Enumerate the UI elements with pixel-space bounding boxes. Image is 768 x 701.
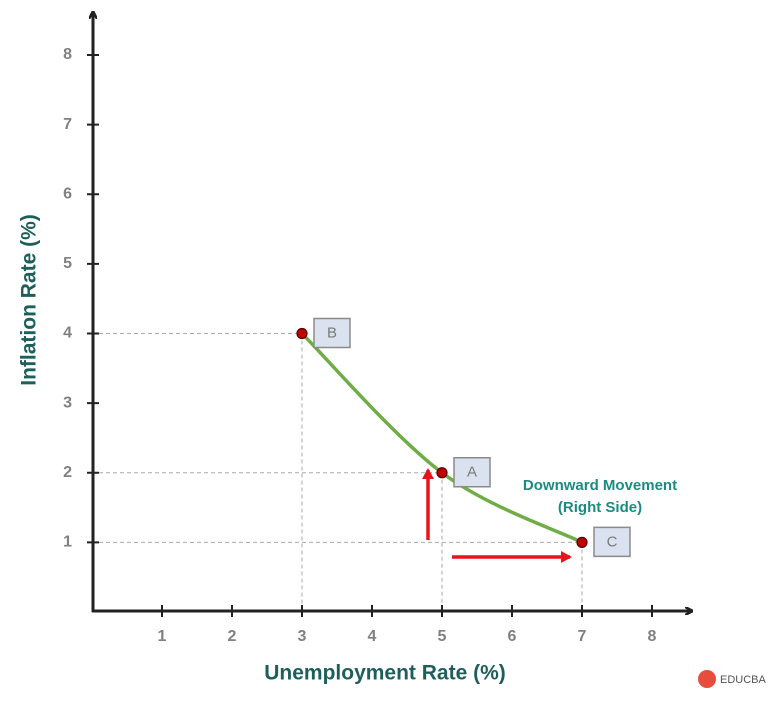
point-label: C	[607, 533, 618, 550]
x-tick-label: 6	[508, 628, 517, 645]
guide-line	[92, 541, 583, 612]
x-tick-label: 3	[298, 628, 307, 645]
label-box	[453, 457, 491, 488]
y-tick-label: 6	[63, 185, 72, 202]
watermark: EDUCBA	[720, 674, 767, 686]
x-tick-label: 1	[158, 628, 167, 645]
y-axis-title: Inflation Rate (%)	[18, 214, 41, 386]
point	[576, 536, 588, 548]
y-tick-label: 4	[63, 325, 72, 342]
y-tick-label: 2	[63, 464, 72, 481]
y-tick-label: 3	[63, 394, 72, 411]
point-label: B	[327, 324, 337, 341]
annotation: Downward Movement	[523, 477, 677, 494]
label-box	[593, 526, 631, 558]
point	[436, 467, 448, 479]
y-tick-label: 8	[63, 46, 72, 63]
y-tick-label: 5	[63, 255, 72, 272]
x-tick-label: 2	[228, 628, 237, 645]
annotation: (Right Side)	[558, 499, 642, 516]
label-box	[313, 317, 351, 349]
point-label: A	[467, 464, 477, 481]
point	[296, 327, 308, 340]
x-axis-title: Unemployment Rate (%)	[264, 662, 506, 685]
x-tick-label: 5	[438, 628, 447, 645]
x-tick-label: 7	[578, 628, 587, 645]
logo-icon	[698, 670, 716, 688]
x-tick-label: 8	[648, 628, 657, 645]
y-tick-label: 7	[63, 116, 72, 133]
x-tick-label: 4	[368, 628, 377, 645]
y-tick-label: 1	[63, 534, 72, 551]
